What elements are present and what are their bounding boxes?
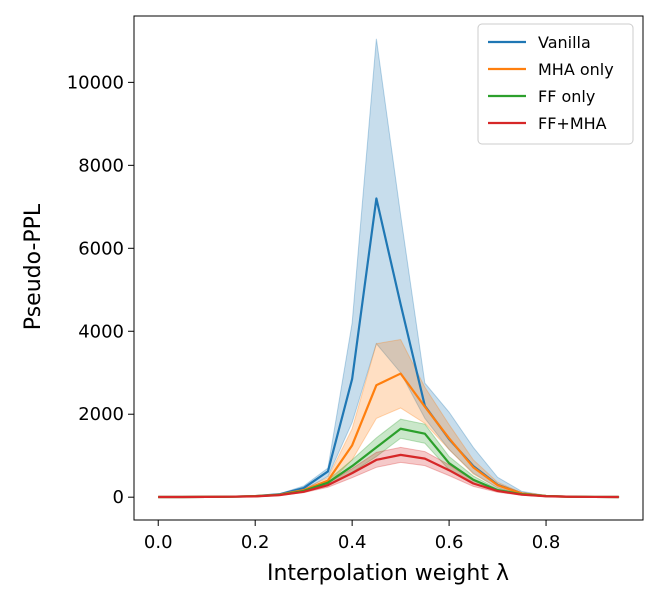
x-tick-label: 0.6 — [435, 532, 464, 553]
legend-label-ff-only: FF only — [538, 87, 595, 106]
legend: Vanilla MHA only FF only FF+MHA — [477, 23, 634, 145]
x-tick-label: 0.0 — [144, 532, 173, 553]
axes — [133, 15, 644, 521]
y-tick-label: 10000 — [67, 72, 124, 93]
y-tick-label: 0 — [113, 487, 124, 508]
y-tick-label: 6000 — [78, 238, 124, 259]
legend-label-ff-mha: FF+MHA — [538, 114, 607, 133]
x-axis-ticks: 0.0 0.2 0.4 0.6 0.8 — [144, 520, 560, 553]
legend-label-mha-only: MHA only — [538, 60, 614, 79]
plot-frame — [133, 15, 644, 521]
y-axis-ticks: 0 2000 4000 6000 8000 10000 — [67, 72, 134, 508]
legend-label-vanilla: Vanilla — [538, 33, 591, 52]
y-tick-label: 8000 — [78, 155, 124, 176]
y-tick-label: 2000 — [78, 404, 124, 425]
x-axis-label: Interpolation weight λ — [267, 561, 509, 586]
x-tick-label: 0.4 — [338, 532, 367, 553]
band-mha-only — [158, 339, 620, 498]
band-ff-mha — [158, 446, 620, 498]
series-lines — [158, 197, 619, 499]
y-tick-label: 4000 — [78, 321, 124, 342]
line-ff-mha — [158, 453, 619, 499]
y-axis-label: Pseudo-PPL — [21, 203, 46, 330]
x-tick-label: 0.8 — [532, 532, 561, 553]
legend-box — [477, 23, 634, 145]
x-tick-label: 0.2 — [241, 532, 270, 553]
